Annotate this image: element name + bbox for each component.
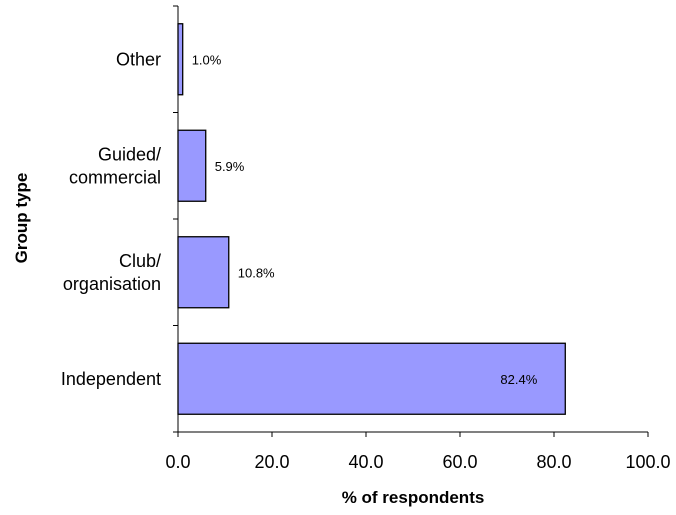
data-label: 82.4% (500, 372, 537, 387)
data-label: 5.9% (215, 159, 245, 174)
x-tick-label: 20.0 (254, 452, 289, 472)
bar-2 (177, 236, 230, 309)
x-axis-title: % of respondents (342, 488, 485, 507)
x-tick-label: 100.0 (625, 452, 670, 472)
bars-layer (177, 23, 566, 415)
category-label: Club/organisation (63, 251, 161, 294)
category-label: Guided/commercial (69, 144, 161, 187)
x-tick-label: 80.0 (536, 452, 571, 472)
category-labels: Other Guided/commercial Club/organisation I… (61, 49, 161, 389)
bar-1 (177, 129, 207, 202)
data-label: 10.8% (238, 265, 275, 280)
x-tick-label: 60.0 (442, 452, 477, 472)
data-label: 1.0% (192, 52, 222, 67)
category-label: Other (116, 49, 161, 69)
bar-3 (177, 342, 566, 415)
bar-0 (177, 23, 184, 96)
x-tick-label: 0.0 (165, 452, 190, 472)
ticks-layer: 0.0 20.0 40.0 60.0 80.0 100.0 (165, 5, 671, 472)
y-axis-title: Group type (12, 173, 31, 264)
x-tick-label: 40.0 (348, 452, 383, 472)
category-label: Independent (61, 369, 161, 389)
data-labels: 1.0% 5.9% 10.8% 82.4% (192, 52, 538, 387)
